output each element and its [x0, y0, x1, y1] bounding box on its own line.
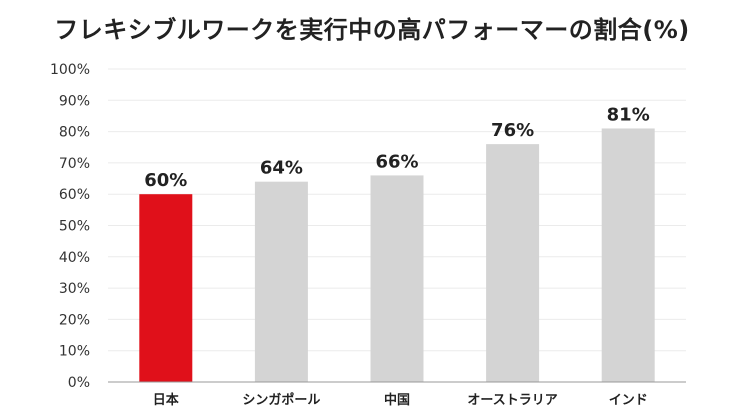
y-tick-label: 90% — [59, 93, 90, 109]
y-tick-label: 20% — [59, 312, 90, 328]
x-category-label: オーストラリア — [467, 393, 557, 408]
bar — [254, 181, 308, 382]
bar — [486, 144, 540, 382]
data-labels: 60% 64% 66% 76% 81% — [144, 104, 649, 191]
bar — [139, 194, 193, 382]
y-tick-label: 30% — [59, 281, 90, 297]
y-tick-label: 10% — [59, 344, 90, 360]
y-tick-label: 0% — [68, 375, 90, 391]
y-axis-ticks: 0% 10% 20% 30% 40% 50% 60% 70% 80% 90% 100% — [50, 62, 90, 391]
data-label: 76% — [491, 120, 534, 141]
data-label: 66% — [375, 151, 418, 172]
x-axis-categories: 日本 シンガポール 中国 オーストラリア インド — [153, 392, 648, 408]
x-category-label: 日本 — [153, 392, 179, 408]
x-category-label: シンガポール — [242, 392, 320, 408]
bar — [601, 128, 655, 382]
x-category-label: 中国 — [384, 392, 410, 408]
chart-title: フレキシブルワークを実行中の高パフォーマーの割合(%) — [54, 16, 690, 44]
y-tick-label: 100% — [50, 62, 90, 78]
y-tick-label: 50% — [59, 219, 90, 235]
data-label: 60% — [144, 170, 187, 191]
bar — [370, 175, 424, 382]
y-tick-label: 80% — [59, 125, 90, 141]
data-label: 81% — [607, 104, 650, 125]
y-tick-label: 40% — [59, 250, 90, 266]
data-label: 64% — [260, 158, 303, 179]
y-tick-label: 70% — [59, 156, 90, 172]
bars — [139, 128, 655, 382]
y-tick-label: 60% — [59, 187, 90, 203]
x-category-label: インド — [609, 393, 648, 408]
